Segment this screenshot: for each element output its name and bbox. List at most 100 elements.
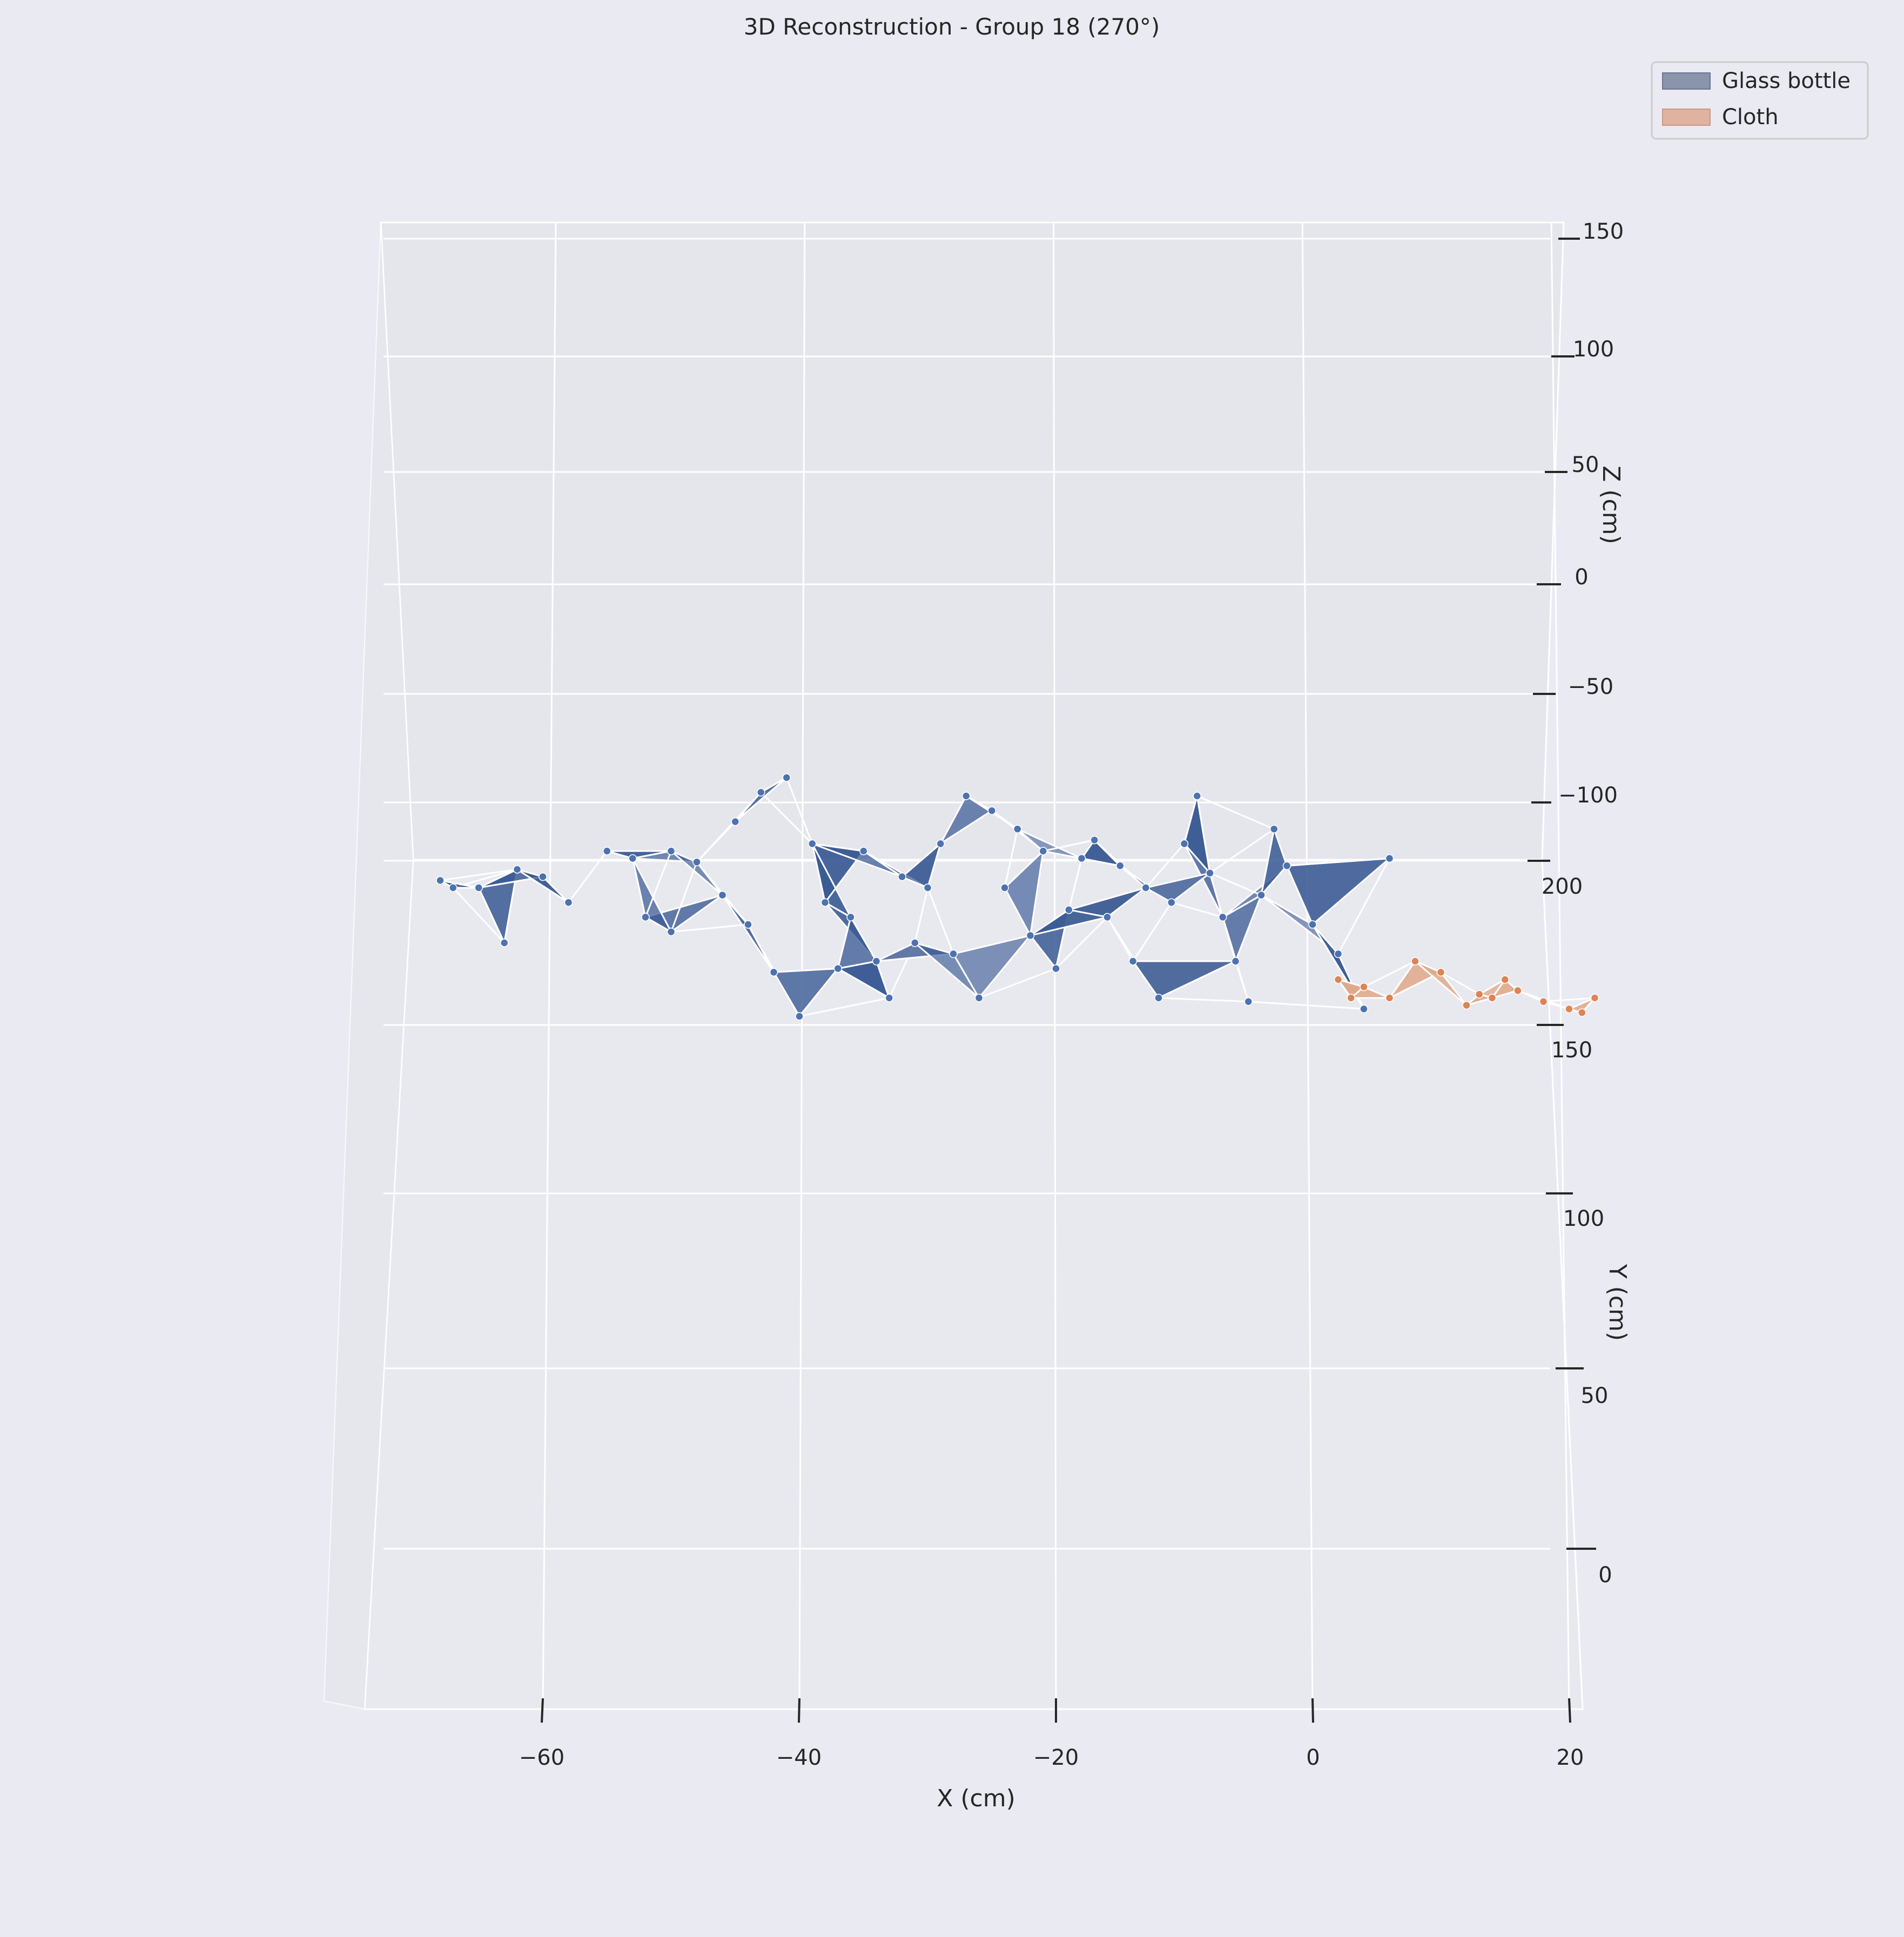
glass-bottle-point: [949, 949, 958, 959]
cloth-point: [1411, 957, 1419, 966]
glass-bottle-face: [734, 777, 788, 823]
glass-bottle-point: [936, 839, 945, 848]
grid-line-x: [542, 222, 557, 1710]
glass-bottle-point: [782, 773, 791, 782]
legend-label-cloth: Cloth: [1722, 105, 1779, 130]
glass-bottle-point: [808, 839, 817, 848]
glass-bottle-edge: [1196, 795, 1275, 830]
cloth-point: [1539, 997, 1548, 1006]
glass-bottle-edge: [1248, 1001, 1364, 1010]
glass-bottle-face: [837, 916, 877, 970]
cloth-point: [1488, 994, 1497, 1002]
glass-bottle-point: [1334, 949, 1343, 959]
glass-bottle-edge: [1068, 858, 1082, 910]
glass-bottle-face: [1145, 872, 1211, 903]
glass-bottle-point: [667, 927, 676, 936]
cloth-point: [1578, 1008, 1586, 1017]
cloth-point: [1436, 968, 1445, 977]
glass-bottle-edge: [671, 923, 749, 933]
cloth-edge: [1363, 960, 1416, 988]
glass-bottle-point: [974, 994, 984, 1002]
glass-bottle-point: [820, 898, 830, 907]
x-tick-mark: [1568, 1698, 1571, 1723]
glass-bottle-edge: [1132, 902, 1173, 962]
grid-line-x: [1301, 222, 1314, 1710]
glass-bottle-point: [833, 964, 842, 973]
z-tick-label: 50: [1572, 453, 1599, 477]
glass-bottle-edge: [440, 868, 517, 881]
chart-title: 3D Reconstruction - Group 18 (270°): [744, 14, 1160, 40]
z-tick-label: 100: [1573, 337, 1614, 362]
glass-bottle-edge: [452, 887, 505, 944]
cloth-point: [1334, 975, 1343, 984]
glass-bottle-point: [859, 847, 868, 855]
glass-bottle-edge: [1209, 828, 1275, 874]
glass-bottle-point: [1360, 1004, 1368, 1014]
cloth-point: [1360, 982, 1368, 991]
glass-bottle-edge: [1209, 872, 1262, 896]
cloth-edge: [1479, 978, 1505, 995]
glass-bottle-point: [1154, 994, 1163, 1002]
y-axis: 0 50 100 150 200 Y (cm): [1528, 860, 1631, 1588]
back-pane: [380, 221, 1565, 861]
x-axis-label: X (cm): [937, 1785, 1015, 1812]
glass-bottle-point: [731, 817, 739, 826]
glass-bottle-point: [628, 854, 637, 863]
cloth-edge: [1440, 971, 1480, 995]
legend-label-glass-bottle: Glass bottle: [1722, 69, 1851, 93]
glass-bottle-point: [667, 847, 676, 855]
glass-bottle-point: [1270, 825, 1279, 833]
cloth-point: [1501, 975, 1509, 984]
glass-bottle-point: [603, 847, 611, 855]
cloth-face: [1465, 993, 1493, 1007]
side-pane: [323, 222, 414, 1710]
glass-bottle-edge: [1196, 795, 1211, 874]
glass-bottle-edge: [837, 968, 890, 999]
cloth-face: [1337, 978, 1365, 999]
grid-line-x: [1550, 222, 1570, 1710]
glass-bottle-point: [1257, 890, 1266, 900]
glass-bottle-edge: [1287, 858, 1390, 867]
glass-bottle-point: [1206, 869, 1214, 878]
glass-bottle-point: [911, 939, 919, 947]
glass-bottle-point: [1141, 883, 1150, 892]
glass-bottle-point: [744, 920, 752, 929]
legend-swatch-cloth: [1662, 109, 1711, 126]
glass-bottle-face: [631, 858, 672, 933]
glass-bottle-point: [1103, 913, 1112, 922]
glass-bottle-edge: [1004, 850, 1044, 889]
z-tick-label: −50: [1568, 674, 1613, 699]
cloth-point: [1590, 994, 1599, 1002]
glass-bottle-edge: [1209, 873, 1224, 917]
glass-bottle-point: [1090, 835, 1099, 845]
z-axis-label: Z (cm): [1597, 465, 1625, 544]
glass-bottle-point: [1013, 825, 1022, 833]
cloth-point: [1475, 990, 1484, 998]
cloth-point: [1513, 986, 1522, 995]
glass-bottle-point: [718, 890, 727, 900]
glass-bottle-point: [1077, 854, 1086, 863]
glass-bottle-point: [1000, 883, 1009, 892]
glass-bottle-point: [923, 883, 932, 892]
glass-bottle-point: [1039, 847, 1047, 855]
glass-bottle-edge: [1158, 997, 1249, 1003]
glass-bottle-point: [1065, 906, 1073, 914]
glass-bottle-edge: [568, 851, 608, 903]
glass-bottle-edge: [760, 792, 813, 845]
glass-bottle-face: [1017, 828, 1082, 860]
y-axis-label: Y (cm): [1604, 1264, 1631, 1341]
cloth-face: [1491, 978, 1519, 999]
x-tick-label: 0: [1306, 1745, 1320, 1770]
glass-bottle-edge: [940, 809, 993, 845]
x-tick-label: −40: [776, 1745, 822, 1770]
x-axis: −60 −40 −20 0 20 X (cm): [519, 1698, 1584, 1812]
glass-bottle-point: [885, 994, 893, 1002]
glass-bottle-edge: [1235, 895, 1262, 962]
y-tick-label: 150: [1551, 1038, 1592, 1063]
glass-bottle-edge: [477, 887, 506, 943]
glass-bottle-edge: [1004, 887, 1031, 936]
cloth-face: [1568, 997, 1596, 1014]
glass-bottle-edge: [785, 777, 813, 844]
x-tick-label: −20: [1033, 1745, 1079, 1770]
glass-bottle-point: [757, 788, 765, 797]
